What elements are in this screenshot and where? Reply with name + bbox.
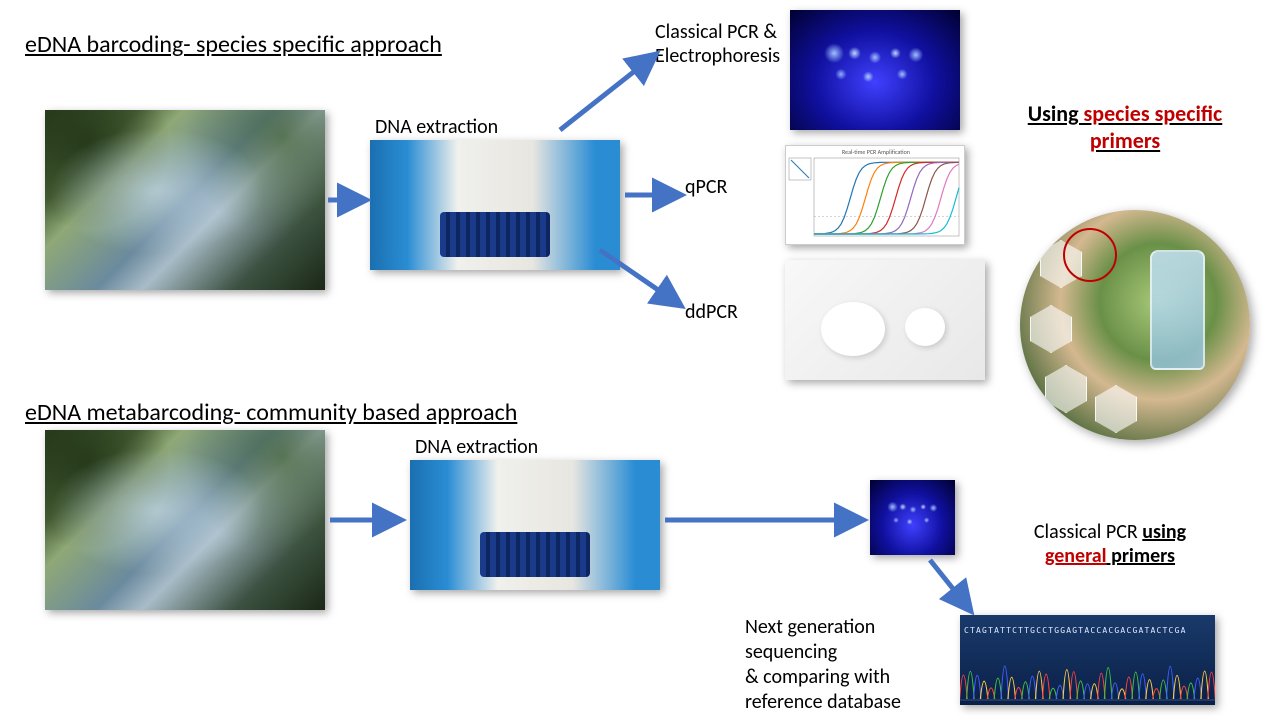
general-primers-callout: Classical PCR using general primers — [985, 520, 1235, 568]
qpcr-label: qPCR — [685, 175, 727, 199]
callout-prefix: Using — [1028, 100, 1084, 127]
river-sample-image-bottom — [45, 430, 325, 610]
gel-electrophoresis-image-top — [790, 10, 960, 130]
callout2-prefix: Classical PCR — [1034, 520, 1142, 544]
title-metabarcoding: eDNA metabarcoding- community based appr… — [25, 398, 517, 427]
callout2-suffix: primers — [1107, 544, 1175, 568]
ddpcr-device-image — [785, 260, 985, 380]
qpcr-chart-image: Real-time PCR Amplification — [785, 145, 965, 245]
dna-extraction-label-top: DNA extraction — [375, 115, 498, 139]
svg-text:CTAGTATTCTTGCCTGGAGTACCACGACGA: CTAGTATTCTTGCCTGGAGTACCACGACGATACTCGA — [964, 626, 1187, 635]
sequencing-trace-image: CTAGTATTCTTGCCTGGAGTACCACGACGATACTCGA — [960, 615, 1215, 705]
svg-text:Real-time PCR Amplification: Real-time PCR Amplification — [842, 148, 910, 156]
dna-extraction-image-bottom — [410, 460, 660, 590]
callout2-using: using — [1142, 520, 1186, 544]
river-sample-image-top — [45, 110, 325, 290]
edna-vial-illustration — [1020, 210, 1250, 440]
callout-red: species specific — [1084, 100, 1223, 127]
dna-extraction-image-top — [370, 140, 620, 270]
species-specific-callout: Using species specific primers — [990, 100, 1260, 154]
callout-suffix: primers — [1090, 127, 1160, 154]
ngs-label: Next generation sequencing & comparing w… — [745, 615, 901, 715]
ddpcr-label: ddPCR — [685, 300, 738, 324]
title-barcoding: eDNA barcoding- species specific approac… — [25, 30, 442, 59]
classical-pcr-label: Classical PCR & Electrophoresis — [655, 20, 780, 68]
gel-electrophoresis-image-bottom — [870, 480, 955, 555]
callout2-red: general — [1045, 544, 1107, 568]
dna-extraction-label-bottom: DNA extraction — [415, 435, 538, 459]
